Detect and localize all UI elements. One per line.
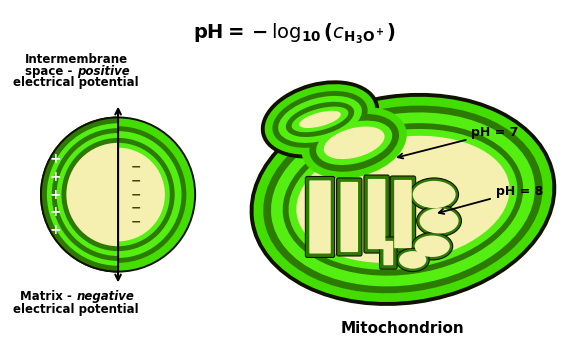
Ellipse shape	[399, 251, 427, 269]
Ellipse shape	[414, 236, 450, 257]
Ellipse shape	[324, 126, 384, 159]
Text: positive: positive	[77, 65, 130, 78]
Ellipse shape	[61, 138, 175, 251]
Ellipse shape	[316, 121, 392, 165]
Text: +: +	[50, 152, 61, 166]
Text: +: +	[50, 223, 61, 237]
Wedge shape	[51, 128, 118, 261]
Ellipse shape	[412, 233, 453, 260]
Ellipse shape	[263, 106, 543, 293]
Ellipse shape	[261, 80, 379, 159]
FancyBboxPatch shape	[309, 180, 331, 253]
Text: pH = 7: pH = 7	[398, 126, 518, 158]
Ellipse shape	[299, 111, 341, 128]
Ellipse shape	[254, 97, 553, 302]
Ellipse shape	[286, 102, 354, 137]
Text: −: −	[131, 161, 141, 174]
Text: electrical potential: electrical potential	[13, 77, 139, 90]
Text: pH = 8: pH = 8	[439, 185, 543, 214]
Ellipse shape	[42, 118, 194, 271]
FancyBboxPatch shape	[368, 179, 386, 249]
Ellipse shape	[278, 96, 362, 143]
Wedge shape	[66, 143, 118, 246]
FancyBboxPatch shape	[380, 237, 397, 269]
Text: Intermembrane: Intermembrane	[24, 53, 128, 66]
Text: electrical potential: electrical potential	[13, 303, 139, 316]
Ellipse shape	[417, 205, 461, 237]
Ellipse shape	[288, 129, 517, 270]
Text: space -: space -	[25, 65, 76, 78]
Text: Matrix -: Matrix -	[20, 290, 76, 303]
Text: +: +	[50, 170, 61, 184]
Wedge shape	[42, 118, 118, 271]
FancyBboxPatch shape	[383, 241, 393, 265]
Ellipse shape	[309, 114, 399, 172]
FancyBboxPatch shape	[340, 182, 358, 252]
Wedge shape	[40, 117, 118, 273]
Ellipse shape	[55, 131, 181, 258]
Ellipse shape	[292, 107, 349, 132]
FancyBboxPatch shape	[390, 176, 416, 252]
Ellipse shape	[66, 143, 170, 246]
Text: −: −	[131, 188, 141, 201]
Text: −: −	[131, 174, 141, 187]
Text: −: −	[131, 216, 141, 229]
Ellipse shape	[420, 208, 458, 233]
Text: $\mathbf{pH = -\log_{10}(}$$\mathbf{\it{c}}_{\mathbf{H_3O^+}}\mathbf{)}$: $\mathbf{pH = -\log_{10}(}$$\mathbf{\it{…	[193, 22, 396, 46]
Ellipse shape	[272, 91, 368, 148]
Wedge shape	[47, 123, 118, 266]
Ellipse shape	[271, 112, 535, 286]
Ellipse shape	[413, 181, 455, 208]
FancyBboxPatch shape	[364, 175, 390, 253]
Text: +: +	[50, 187, 61, 201]
Ellipse shape	[283, 123, 523, 276]
FancyBboxPatch shape	[305, 177, 335, 257]
FancyBboxPatch shape	[394, 180, 412, 248]
Ellipse shape	[265, 84, 375, 155]
FancyBboxPatch shape	[336, 178, 362, 256]
Ellipse shape	[40, 117, 196, 273]
Ellipse shape	[297, 136, 510, 263]
Ellipse shape	[71, 148, 165, 241]
Ellipse shape	[50, 126, 186, 263]
Wedge shape	[57, 133, 118, 256]
Ellipse shape	[302, 107, 407, 179]
Wedge shape	[61, 138, 118, 251]
Ellipse shape	[250, 93, 556, 306]
Ellipse shape	[410, 178, 458, 211]
Text: Mitochondrion: Mitochondrion	[341, 322, 465, 336]
Ellipse shape	[396, 248, 429, 272]
Text: +: +	[50, 205, 61, 219]
Text: negative: negative	[77, 290, 135, 303]
Text: −: −	[131, 202, 141, 215]
